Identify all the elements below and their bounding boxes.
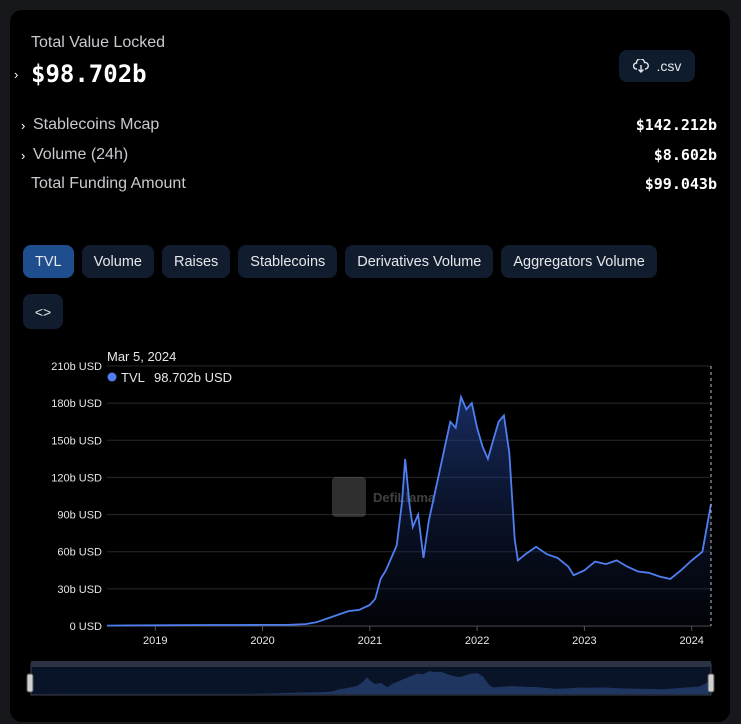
stat-row-funding: Total Funding Amount $99.043b [31, 173, 717, 195]
stat-label: Volume (24h) [33, 146, 129, 163]
chevron-right-icon: › [21, 117, 26, 133]
tvl-row[interactable]: › $98.702b [14, 60, 147, 88]
stat-value: $142.212b [635, 116, 717, 134]
stat-value: $99.043b [644, 175, 717, 193]
tab-volume[interactable]: Volume [81, 245, 154, 278]
stat-label: Total Funding Amount [31, 175, 186, 192]
stat-value: $8.602b [653, 146, 717, 164]
chevron-right-icon: › [14, 66, 19, 82]
chevron-right-icon: › [21, 147, 26, 163]
stat-row-stablecoins[interactable]: › Stablecoins Mcap $142.212b [21, 114, 717, 136]
download-csv-button[interactable]: .csv [619, 50, 695, 82]
tvl-value: $98.702b [31, 60, 147, 88]
tvl-label: Total Value Locked [31, 34, 166, 51]
stat-row-volume[interactable]: › Volume (24h) $8.602b [21, 144, 717, 166]
tab-tvl[interactable]: TVL [23, 245, 74, 278]
tab-raises[interactable]: Raises [161, 245, 231, 278]
chart-tabs: TVL Volume Raises Stablecoins Derivative… [23, 245, 657, 278]
embed-code-button[interactable]: <> [23, 294, 63, 329]
tab-derivatives-volume[interactable]: Derivatives Volume [345, 245, 494, 278]
cloud-download-icon [632, 59, 649, 73]
tab-aggregators-volume[interactable]: Aggregators Volume [501, 245, 657, 278]
code-icon: <> [34, 303, 52, 320]
stat-label: Stablecoins Mcap [33, 116, 160, 133]
tab-stablecoins[interactable]: Stablecoins [238, 245, 338, 278]
csv-label: .csv [656, 58, 682, 74]
